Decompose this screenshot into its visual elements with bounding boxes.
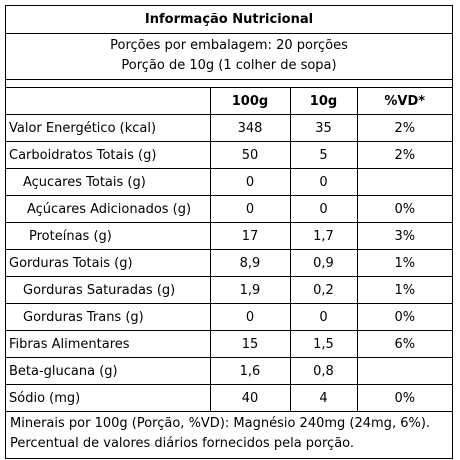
nutrient-label: Proteínas (g) (6, 222, 211, 250)
value-cell: 1,6 (209, 357, 291, 385)
header-cell: 10g (289, 88, 358, 115)
value-cell: 2% (356, 141, 452, 169)
nutrient-label: Gorduras Totais (g) (6, 249, 211, 277)
table-row: Gorduras Trans (g) 0 0 0% (6, 303, 452, 331)
nutrient-label: Beta-glucana (g) (6, 357, 211, 385)
value-cell (356, 168, 452, 196)
value-cell: 0,9 (289, 249, 358, 277)
header-cell: %VD* (356, 88, 452, 115)
table-row: Carboidratos Totais (g) 50 5 2% (6, 141, 452, 169)
value-cell: 0 (209, 168, 291, 196)
header-cell: 100g (209, 88, 291, 115)
value-cell: 1,5 (289, 330, 358, 358)
value-cell: 5 (289, 141, 358, 169)
value-cell: 0% (356, 384, 452, 411)
value-cell: 0 (289, 195, 358, 223)
table-row: Açúcares Adicionados (g) 0 0 0% (6, 195, 452, 223)
value-cell: 1% (356, 276, 452, 304)
value-cell: 17 (209, 222, 291, 250)
footer-line: Percentual de valores diários fornecidos… (10, 436, 355, 451)
value-cell: 6% (356, 330, 452, 358)
value-cell: 4 (289, 384, 358, 411)
value-cell: 1% (356, 249, 452, 277)
value-cell: 1,7 (289, 222, 358, 250)
header-row: 100g 10g %VD* (6, 88, 452, 115)
nutrient-label: Carboidratos Totais (g) (6, 141, 211, 169)
nutrient-label: Sódio (mg) (6, 384, 211, 411)
table-row: Proteínas (g) 17 1,7 3% (6, 222, 452, 250)
nutrient-label: Fibras Alimentares (6, 330, 211, 358)
value-cell: 35 (289, 114, 358, 142)
nutrient-label: Gorduras Saturadas (g) (6, 276, 211, 304)
value-cell: 0 (289, 168, 358, 196)
value-cell: 15 (209, 330, 291, 358)
value-cell: 0 (289, 303, 358, 331)
value-cell: 8,9 (209, 249, 291, 277)
value-cell: 0,8 (289, 357, 358, 385)
nutrition-label: Informação Nutricional Porções por embal… (5, 5, 453, 459)
nutrient-label: Açucares Totais (g) (6, 168, 211, 196)
table-row: Fibras Alimentares 15 1,5 6% (6, 330, 452, 358)
value-cell (356, 357, 452, 385)
title: Informação Nutricional (6, 6, 452, 34)
table-row: Beta-glucana (g) 1,6 0,8 (6, 357, 452, 385)
value-cell: 3% (356, 222, 452, 250)
header-cell (6, 88, 211, 115)
value-cell: 1,9 (209, 276, 291, 304)
value-cell: 0,2 (289, 276, 358, 304)
spacer (6, 80, 452, 88)
value-cell: 50 (209, 141, 291, 169)
portion-line: Porções por embalagem: 20 porções (110, 38, 348, 53)
table-row: Sódio (mg) 40 4 0% (6, 384, 452, 411)
value-cell: 2% (356, 114, 452, 142)
value-cell: 0% (356, 195, 452, 223)
footer-line: Minerais por 100g (Porção, %VD): Magnési… (10, 416, 431, 431)
footer: Minerais por 100g (Porção, %VD): Magnési… (6, 411, 452, 458)
portion-line: Porção de 10g (1 colher de sopa) (121, 58, 337, 73)
nutrient-label: Açúcares Adicionados (g) (6, 195, 211, 223)
value-cell: 0 (209, 303, 291, 331)
nutrient-label: Gorduras Trans (g) (6, 303, 211, 331)
table-row: Gorduras Saturadas (g) 1,9 0,2 1% (6, 276, 452, 304)
value-cell: 40 (209, 384, 291, 411)
nutrition-table: 100g 10g %VD* Valor Energético (kcal) 348 35… (6, 88, 452, 411)
table-row: Gorduras Totais (g) 8,9 0,9 1% (6, 249, 452, 277)
value-cell: 0 (209, 195, 291, 223)
value-cell: 348 (209, 114, 291, 142)
value-cell: 0% (356, 303, 452, 331)
table-row: Açucares Totais (g) 0 0 (6, 168, 452, 196)
nutrient-label: Valor Energético (kcal) (6, 114, 211, 142)
table-row: Valor Energético (kcal) 348 35 2% (6, 114, 452, 142)
portions: Porções por embalagem: 20 porções Porção… (6, 34, 452, 80)
